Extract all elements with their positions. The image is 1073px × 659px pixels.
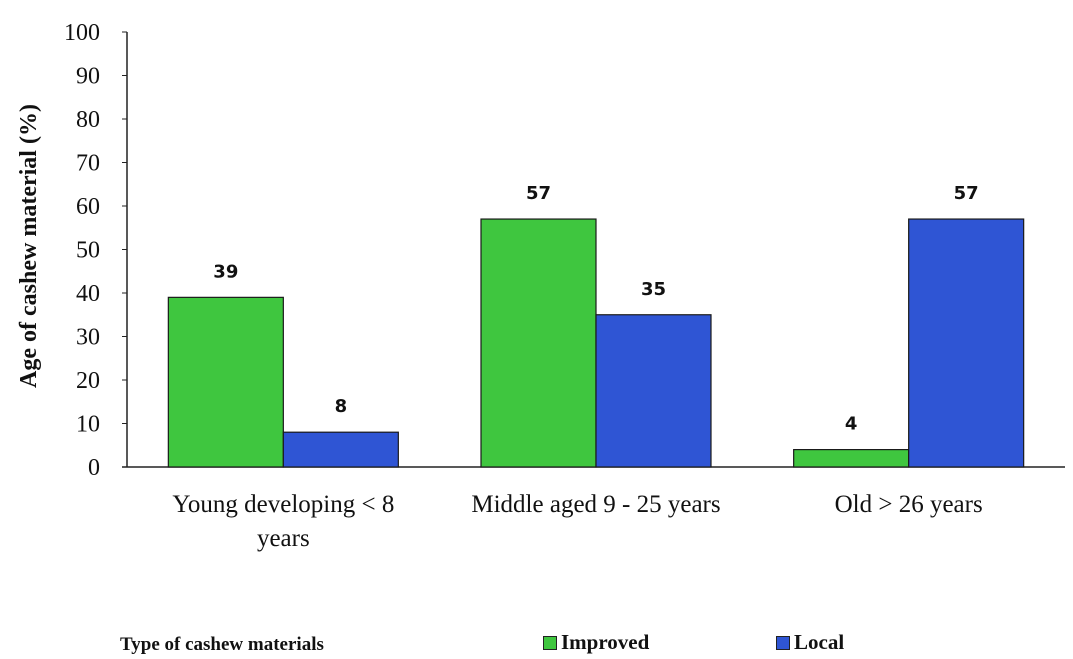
category-label-line: Old > 26 years — [835, 491, 983, 518]
data-label: 57 — [954, 183, 979, 204]
y-tick-label: 50 — [76, 238, 100, 264]
y-axis-title: Age of cashew material (%) — [16, 104, 42, 388]
category-label-line: years — [257, 525, 310, 552]
legend-label-local: Local — [794, 630, 845, 654]
data-label: 35 — [641, 279, 666, 300]
data-label: 39 — [213, 261, 238, 282]
bar-improved — [480, 218, 597, 468]
legend-swatch-improved — [543, 635, 557, 650]
bar-local — [282, 431, 399, 468]
category-label-line: Middle aged 9 - 25 years — [471, 491, 720, 518]
y-tick-label: 10 — [76, 412, 100, 438]
bar-local — [908, 218, 1025, 468]
bars — [167, 218, 1025, 468]
y-tick-label: 60 — [76, 194, 100, 220]
data-label: 57 — [526, 183, 551, 204]
legend-label-improved: Improved — [561, 630, 650, 654]
bar-local — [595, 314, 712, 468]
legend-title: Type of cashew materials — [120, 634, 324, 655]
legend-swatch-local — [776, 635, 790, 650]
y-tick-label: 0 — [88, 455, 100, 481]
category-label: Young developing < 8 years — [172, 491, 394, 552]
data-label: 4 — [845, 414, 858, 435]
legend-item-local: Local — [776, 630, 844, 655]
y-tick-label: 90 — [76, 64, 100, 90]
data-labels: 39 8 57 35 4 57 — [213, 183, 978, 435]
y-tick-label: 20 — [76, 368, 100, 394]
data-label: 8 — [335, 396, 348, 417]
y-tick-label: 70 — [76, 151, 100, 177]
bar-improved — [793, 449, 910, 468]
category-label: Middle aged 9 - 25 years — [471, 491, 720, 518]
y-tick-label: 30 — [76, 325, 100, 351]
y-tick-label: 80 — [76, 107, 100, 133]
category-labels: Young developing < 8 years Middle aged 9 -… — [172, 491, 982, 552]
y-axis: 0 10 20 30 40 50 60 70 80 90 100 — [64, 20, 128, 481]
bar-improved — [167, 296, 284, 468]
y-tick-label: 40 — [76, 281, 100, 307]
category-label-line: Young developing < 8 — [172, 491, 394, 518]
category-label: Old > 26 years — [835, 491, 983, 518]
legend-item-improved: Improved — [543, 630, 649, 655]
y-tick-label: 100 — [64, 20, 100, 46]
